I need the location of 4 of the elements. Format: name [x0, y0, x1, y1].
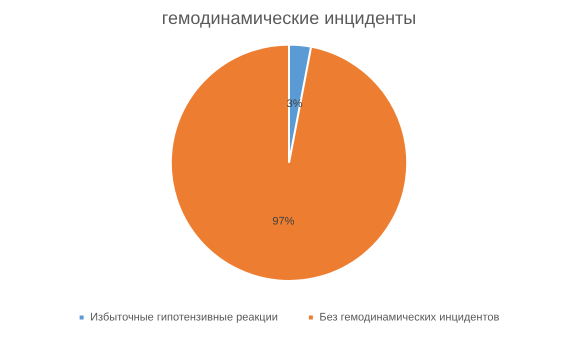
- data-label: 97%: [272, 216, 295, 228]
- legend-label: Избыточные гипотензивные реакции: [90, 312, 278, 324]
- chart-title: гемодинамические инциденты: [162, 8, 416, 28]
- legend-label: Без гемодинамических инцидентов: [319, 312, 500, 324]
